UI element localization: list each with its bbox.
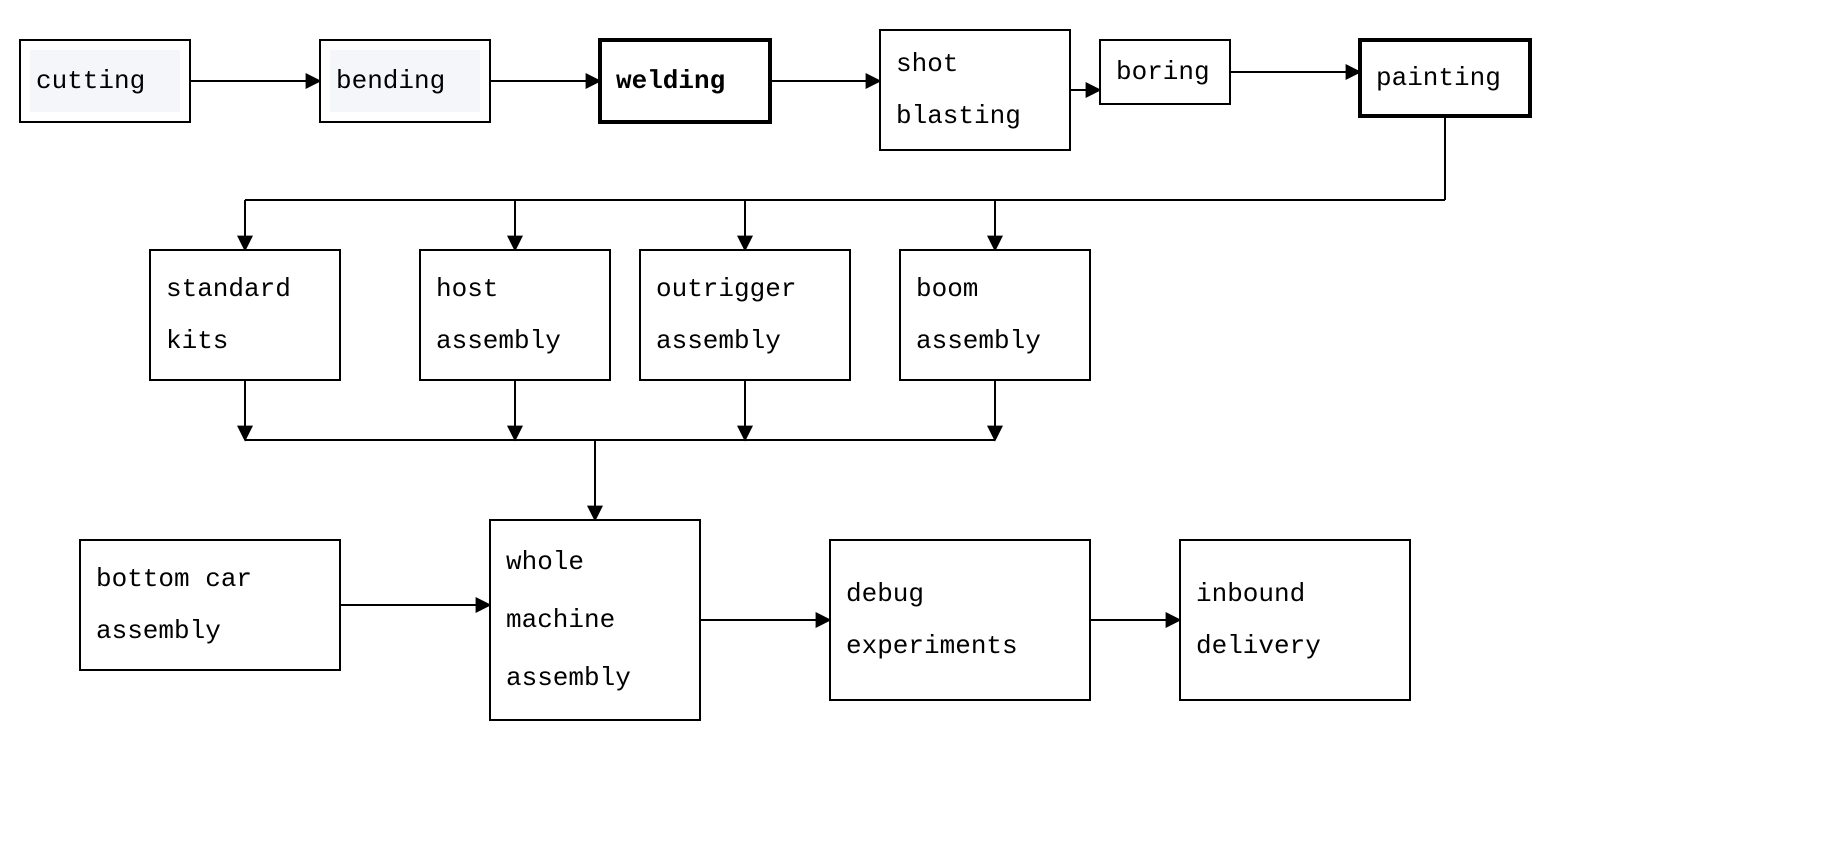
- node-debug: debug experiments: [830, 540, 1090, 700]
- node-boring-label: boring: [1116, 57, 1210, 87]
- node-inbound-label-1: inbound: [1196, 579, 1305, 609]
- node-inbound: inbound delivery: [1180, 540, 1410, 700]
- node-standard: standard kits: [150, 250, 340, 380]
- node-whole: whole machine assembly: [490, 520, 700, 720]
- node-host-label-2: assembly: [436, 326, 561, 356]
- node-host: host assembly: [420, 250, 610, 380]
- node-bending: bending: [320, 40, 490, 122]
- node-welding-label: welding: [616, 66, 725, 96]
- node-boring: boring: [1100, 40, 1230, 104]
- node-whole-label-2: machine: [506, 605, 615, 635]
- node-boom-label-1: boom: [916, 274, 978, 304]
- node-debug-box: [830, 540, 1090, 700]
- node-inbound-label-2: delivery: [1196, 631, 1321, 661]
- node-standard-label-2: kits: [166, 326, 228, 356]
- node-inbound-box: [1180, 540, 1410, 700]
- node-standard-label-1: standard: [166, 274, 291, 304]
- node-boom: boom assembly: [900, 250, 1090, 380]
- node-painting: painting: [1360, 40, 1530, 116]
- node-whole-label-1: whole: [506, 547, 584, 577]
- node-outrigger-label-1: outrigger: [656, 274, 796, 304]
- node-outrigger-label-2: assembly: [656, 326, 781, 356]
- node-debug-label-1: debug: [846, 579, 924, 609]
- node-cutting-label: cutting: [36, 66, 145, 96]
- node-standard-box: [150, 250, 340, 380]
- node-shot-label-2: blasting: [896, 101, 1021, 131]
- node-bottom: bottom car assembly: [80, 540, 340, 670]
- node-outrigger: outrigger assembly: [640, 250, 850, 380]
- flowchart-canvas: cutting bending welding shot blasting boring p…: [0, 0, 1829, 853]
- node-whole-label-3: assembly: [506, 663, 631, 693]
- node-host-label-1: host: [436, 274, 498, 304]
- node-host-box: [420, 250, 610, 380]
- node-bottom-label-1: bottom car: [96, 564, 252, 594]
- nodes-layer: cutting bending welding shot blasting boring p…: [20, 30, 1530, 720]
- node-shot: shot blasting: [880, 30, 1070, 150]
- node-painting-label: painting: [1376, 63, 1501, 93]
- node-bottom-label-2: assembly: [96, 616, 221, 646]
- node-bottom-box: [80, 540, 340, 670]
- node-shot-label-1: shot: [896, 49, 958, 79]
- node-boom-label-2: assembly: [916, 326, 1041, 356]
- node-boom-box: [900, 250, 1090, 380]
- node-welding: welding: [600, 40, 770, 122]
- node-cutting: cutting: [20, 40, 190, 122]
- node-debug-label-2: experiments: [846, 631, 1018, 661]
- node-outrigger-box: [640, 250, 850, 380]
- node-bending-label: bending: [336, 66, 445, 96]
